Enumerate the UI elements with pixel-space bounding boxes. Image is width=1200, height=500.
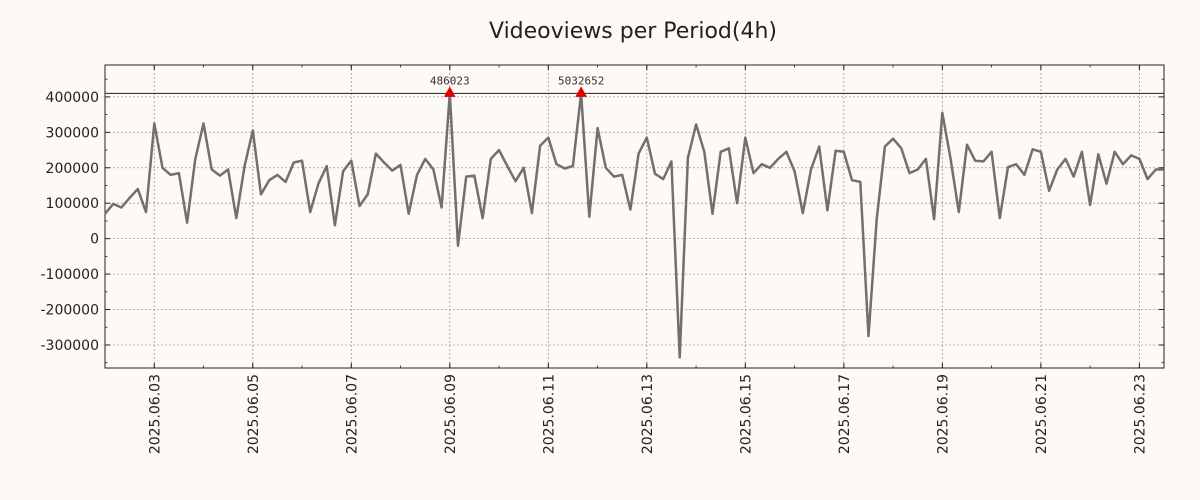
y-tick-label: -200000	[41, 303, 100, 319]
chart-title: Videoviews per Period(4h)	[489, 19, 777, 44]
peak-label: 5032652	[558, 74, 604, 87]
x-tick-label: 2025.06.13	[640, 374, 656, 454]
x-tick-label: 2025.06.23	[1132, 374, 1148, 454]
x-axis-ticks: 2025.06.03 2025.06.05 2025.06.07 2025.06.09…	[104, 65, 1148, 454]
y-tick-label: 0	[90, 232, 99, 248]
series-line	[104, 92, 1164, 359]
x-tick-label: 2025.06.03	[147, 374, 163, 454]
y-tick-label: 100000	[46, 196, 99, 212]
grid	[105, 65, 1164, 368]
peak-marker	[575, 86, 587, 97]
y-axis-ticks: 400000 300000 200000 100000 0 -100000 -200000 -…	[41, 78, 1164, 364]
x-tick-label: 2025.06.07	[344, 374, 360, 454]
x-tick-label: 2025.06.15	[738, 374, 754, 454]
x-tick-label: 2025.06.19	[935, 374, 951, 454]
y-tick-label: -100000	[41, 267, 100, 283]
x-tick-label: 2025.06.11	[541, 374, 557, 454]
peak-marker	[443, 86, 456, 97]
annotations: 486023 5032652	[430, 74, 604, 97]
peak-label: 486023	[430, 74, 470, 87]
series-layer	[104, 92, 1164, 359]
y-tick-label: 400000	[46, 90, 99, 106]
plot-area	[104, 64, 1165, 369]
x-tick-label: 2025.06.17	[837, 374, 853, 454]
x-tick-label: 2025.06.09	[443, 374, 459, 454]
y-tick-label: -300000	[41, 338, 100, 354]
x-tick-label: 2025.06.21	[1034, 374, 1050, 454]
y-tick-label: 200000	[46, 161, 99, 177]
x-tick-label: 2025.06.05	[246, 374, 262, 454]
y-tick-label: 300000	[46, 125, 99, 141]
